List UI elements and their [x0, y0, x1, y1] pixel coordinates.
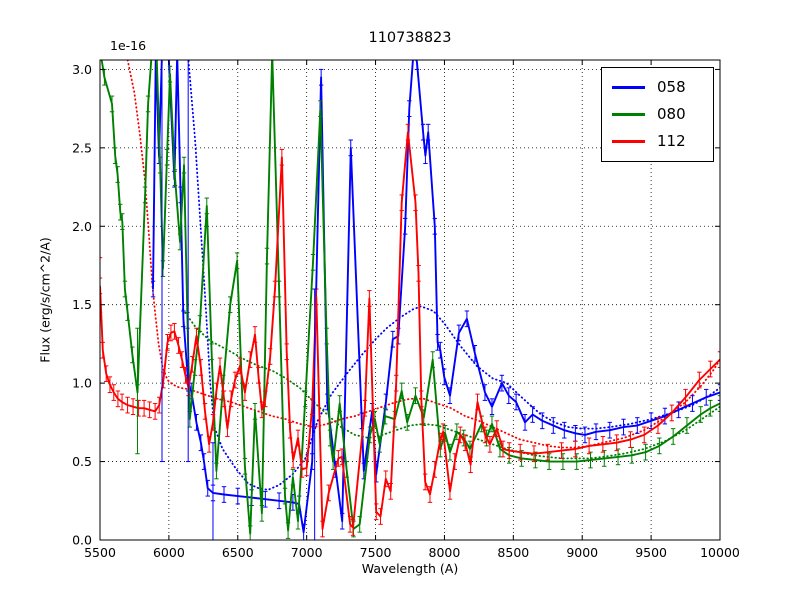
x-tick-label: 9500 — [635, 545, 667, 560]
legend-entry-112: 112 — [612, 128, 713, 155]
series-line-112 — [100, 131, 720, 530]
y-tick-label: 1.5 — [72, 297, 92, 312]
x-tick-label: 7500 — [360, 545, 392, 560]
x-tick-label: 6000 — [153, 545, 185, 560]
y-tick-label: 0.0 — [72, 533, 92, 548]
legend-line-sample — [612, 86, 645, 89]
y-axis-offset-label: 1e-16 — [110, 38, 147, 53]
y-tick-label: 2.0 — [72, 219, 92, 234]
x-tick-label: 8000 — [429, 545, 461, 560]
x-tick-label: 9000 — [566, 545, 598, 560]
legend-label: 112 — [657, 132, 686, 150]
y-tick-label: 0.5 — [72, 454, 92, 469]
x-tick-label: 6500 — [222, 545, 254, 560]
legend-label: 058 — [657, 78, 686, 96]
legend-entry-080: 080 — [612, 101, 713, 128]
plot-title: 110738823 — [368, 30, 452, 46]
x-tick-label: 10000 — [700, 545, 740, 560]
x-axis-label: Wavelength (A) — [361, 561, 459, 576]
axes-frame — [99, 59, 721, 541]
y-tick-label: 2.5 — [72, 140, 92, 155]
legend-line-sample — [612, 113, 645, 116]
y-tick-label: 1.0 — [72, 376, 92, 391]
x-tick-label: 5500 — [84, 545, 116, 560]
series-layer — [100, 60, 720, 540]
legend-label: 080 — [657, 105, 686, 123]
y-axis-label: Flux (erg/s/cm^2/A) — [37, 237, 53, 363]
y-tick-label: 3.0 — [72, 62, 92, 77]
x-tick-label: 7000 — [291, 545, 323, 560]
series-line-080 — [100, 60, 720, 535]
series-line-058 — [152, 60, 720, 534]
legend: 058 080 112 — [601, 67, 714, 162]
legend-line-sample — [612, 140, 645, 143]
x-tick-label: 8500 — [497, 545, 529, 560]
legend-entry-058: 058 — [612, 74, 713, 101]
axis-ticks: 5500 6000 6500 7000 7500 8000 8500 9000 9500 1000… — [72, 60, 740, 560]
